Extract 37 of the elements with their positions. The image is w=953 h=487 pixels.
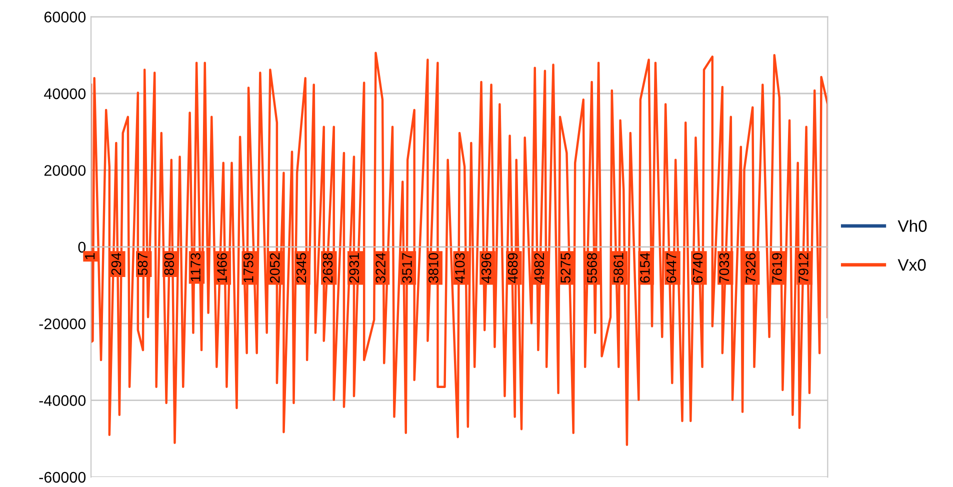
y-tick-label: 60000: [44, 12, 86, 22]
x-tick-label: 587: [138, 253, 148, 276]
legend-label: Vx0: [898, 259, 926, 271]
x-tick-label: 4396: [481, 253, 492, 284]
x-tick-label: 4103: [454, 253, 465, 284]
x-tick-label: 880: [164, 253, 174, 276]
x-tick-label: 2931: [349, 253, 360, 283]
legend-label: Vh0: [898, 220, 927, 232]
x-tick-label: 7033: [719, 253, 730, 283]
x-tick-label: 4982: [534, 253, 544, 284]
x-tick-label: 5568: [587, 253, 597, 283]
x-tick-label: 7326: [746, 253, 756, 283]
x-tick-label: 3810: [428, 253, 438, 283]
y-tick-label: 40000: [44, 88, 86, 100]
y-tick-label: -40000: [39, 395, 86, 406]
x-tick-label: 1173: [190, 253, 200, 282]
x-tick-label: 5861: [614, 253, 624, 283]
y-tick-label: -60000: [39, 472, 86, 483]
x-tick-label: 3517: [402, 253, 412, 283]
x-tick-label: 2345: [296, 253, 306, 283]
x-tick-label: 1: [85, 253, 95, 260]
y-tick-label: 0: [78, 242, 86, 253]
x-tick-label: 6154: [640, 252, 650, 283]
x-tick-label: 2638: [322, 253, 333, 283]
x-tick-label: 6740: [692, 253, 703, 283]
y-tick-label: 20000: [44, 165, 86, 176]
x-tick-label: 3224: [376, 252, 386, 283]
x-tick-label: 294: [111, 252, 122, 275]
x-tick-label: 7619: [772, 253, 782, 283]
x-tick-label: 2052: [270, 253, 280, 283]
x-tick-label: 6447: [666, 253, 676, 283]
x-tick-label: 1466: [217, 253, 227, 282]
x-tick-label: 7912: [798, 253, 808, 283]
x-tick-label: 1759: [243, 253, 254, 282]
y-tick-label: -20000: [39, 318, 86, 330]
x-tick-label: 4689: [508, 253, 518, 284]
x-tick-label: 5275: [560, 253, 571, 283]
